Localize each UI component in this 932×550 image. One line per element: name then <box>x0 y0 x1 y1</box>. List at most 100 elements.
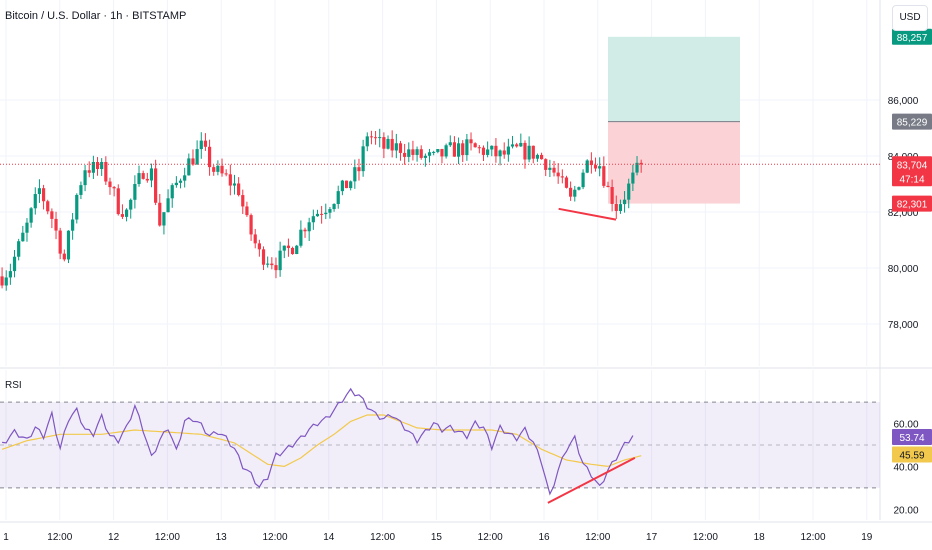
x-tick-label: 12:00 <box>47 532 72 543</box>
candle-up <box>365 136 369 147</box>
candle-up <box>307 222 311 232</box>
candle-up <box>585 160 589 173</box>
candle-up <box>444 145 448 157</box>
candle-down <box>461 143 465 156</box>
candle-down <box>141 173 145 179</box>
candle-up <box>378 137 382 139</box>
candle-down <box>303 229 307 232</box>
x-tick-label: 14 <box>323 532 335 543</box>
candle-up <box>577 187 581 190</box>
candle-down <box>344 180 349 189</box>
candle-up <box>8 271 12 278</box>
currency-button[interactable]: USD <box>892 5 928 31</box>
candle-down <box>560 176 564 178</box>
candle-up <box>635 162 639 173</box>
candle-up <box>17 241 21 257</box>
candle-up <box>299 229 303 246</box>
x-tick-label: 19 <box>861 532 873 543</box>
candle-up <box>25 222 29 233</box>
candle-down <box>473 143 477 148</box>
y-tick-label: 86,000 <box>888 96 919 107</box>
candle-down <box>112 187 116 189</box>
candle-down <box>403 152 407 157</box>
candle-down <box>203 140 208 147</box>
candle-up <box>232 183 237 186</box>
candle-down <box>120 214 125 217</box>
candle-up <box>427 152 432 156</box>
candle-up <box>332 203 336 210</box>
rsi-value-label-bg <box>892 428 932 445</box>
candle-down <box>639 162 643 165</box>
candle-up <box>581 172 585 188</box>
candle-up <box>506 146 510 155</box>
rsi-ma-value-label-bg <box>892 446 932 463</box>
candle-up <box>282 245 286 251</box>
candle-down <box>50 211 54 219</box>
candle-down <box>515 144 519 147</box>
candle-down <box>602 166 606 186</box>
candle-down <box>104 161 108 182</box>
candle-up <box>183 175 187 181</box>
candle-down <box>245 206 249 216</box>
candle-up <box>407 149 411 157</box>
x-axis: 1 12:00 12 12:00 13 12:00 14 12:00 15 12:00 16 12:0… <box>0 521 932 543</box>
x-tick-label: 12:00 <box>585 532 610 543</box>
candle-down <box>390 138 394 151</box>
stop-price-label: 82,301 <box>897 200 928 211</box>
candle-up <box>423 155 427 158</box>
price-trendline <box>558 207 617 221</box>
candle-up <box>129 199 133 210</box>
target-zone <box>608 36 740 122</box>
y-tick-label: 80,000 <box>888 264 919 275</box>
candle-up <box>498 150 502 157</box>
candle-down <box>481 147 486 155</box>
candle-down <box>224 173 228 175</box>
entry-price-label: 85,229 <box>897 118 928 129</box>
candle-down <box>494 145 498 157</box>
candle-up <box>75 194 79 220</box>
candle-up <box>178 180 183 183</box>
x-tick-label: 12:00 <box>262 532 287 543</box>
rsi-background <box>0 401 880 489</box>
target-price-label-bg <box>892 28 932 45</box>
candle-up <box>527 145 531 160</box>
candle-up <box>83 170 87 186</box>
candle-down <box>241 195 245 207</box>
countdown-label: 47:14 <box>899 174 924 185</box>
candle-down <box>531 145 535 159</box>
stop-price-label-bg <box>892 195 932 212</box>
candle-down <box>357 167 361 172</box>
candle-up <box>548 167 552 170</box>
rsi-trendline <box>547 456 636 504</box>
candle-up <box>195 149 199 165</box>
candle-down <box>539 154 544 160</box>
candle-up <box>361 146 365 172</box>
x-tick-label: 13 <box>216 532 228 543</box>
annotations <box>0 163 880 221</box>
candle-down <box>419 149 423 158</box>
x-tick-label: 12:00 <box>370 532 395 543</box>
candle-up <box>432 151 436 153</box>
candle-down <box>41 188 46 202</box>
candle-up <box>295 245 299 255</box>
candle-down <box>270 263 274 266</box>
candle-down <box>207 146 212 168</box>
candle-down <box>477 147 481 149</box>
candle-up <box>519 142 523 147</box>
y-axis: 86,00084,00082,00080,00078,00088,25785,2… <box>888 28 932 331</box>
candle-up <box>29 208 33 223</box>
candle-down <box>257 243 261 250</box>
entry-price-label-bg <box>892 113 932 130</box>
candle-down <box>320 213 324 215</box>
candle-up <box>4 277 8 286</box>
candle-down <box>87 170 91 173</box>
candle-up <box>573 189 577 197</box>
chart-title: Bitcoin / U.S. Dollar · 1h · BITSTAMP <box>5 10 187 22</box>
candle-up <box>535 154 540 159</box>
candle-up <box>133 184 137 200</box>
candle-down <box>145 178 149 181</box>
x-tick-label: 12:00 <box>478 532 503 543</box>
candle-down <box>261 249 266 265</box>
candle-up <box>124 209 129 217</box>
